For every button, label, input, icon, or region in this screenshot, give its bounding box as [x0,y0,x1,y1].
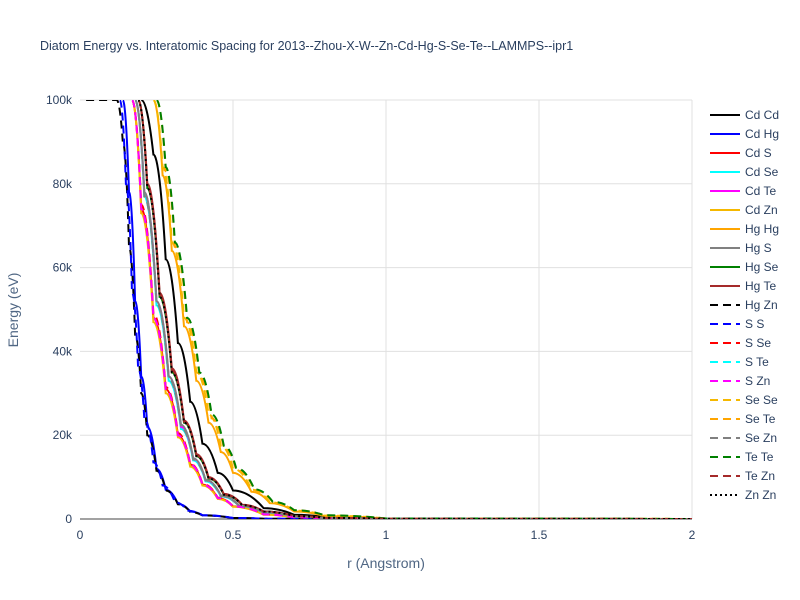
y-axis-title: Energy (eV) [5,273,21,348]
series-line-s-se[interactable] [131,100,692,519]
y-axis: 0 20k 40k 60k 80k 100k [46,93,73,526]
series-line-s-te[interactable] [134,100,692,519]
series-line-s-s[interactable] [118,100,692,519]
legend-item-cd-se[interactable]: Cd Se [710,165,779,179]
legend-item-hg-s[interactable]: Hg S [710,241,772,255]
legend-label: Hg S [745,241,772,255]
legend-label: Cd Te [745,184,776,198]
legend-item-cd-hg[interactable]: Cd Hg [710,127,779,141]
legend-label: S Zn [745,374,770,388]
legend-item-hg-te[interactable]: Hg Te [710,279,776,293]
series-line-cd-te[interactable] [134,100,692,519]
series-line-cd-cd[interactable] [140,100,692,519]
legend-label: Hg Se [745,260,779,274]
legend-label: Se Zn [745,431,777,445]
series-line-te-te[interactable] [155,100,693,519]
legend-item-s-zn[interactable]: S Zn [710,374,770,388]
series-line-se-te[interactable] [155,100,693,519]
series-line-hg-te[interactable] [137,100,692,519]
legend-item-se-se[interactable]: Se Se [710,393,778,407]
legend-label: Se Te [745,412,776,426]
series-line-se-zn[interactable] [134,100,692,519]
legend-label: Hg Hg [745,222,779,236]
chart-title: Diatom Energy vs. Interatomic Spacing fo… [40,39,573,53]
legend-item-cd-zn[interactable]: Cd Zn [710,203,778,217]
y-tick-label: 40k [53,344,73,358]
series-line-hg-hg[interactable] [152,100,692,519]
legend-item-hg-se[interactable]: Hg Se [710,260,779,274]
legend-label: S Te [745,355,769,369]
legend-item-te-te[interactable]: Te Te [710,450,774,464]
x-tick-label: 1.5 [531,528,548,542]
legend[interactable]: Cd Cd Cd Hg Cd S Cd Se Cd Te Cd Zn Hg Hg Hg S Hg… [710,108,779,502]
x-tick-label: 1 [383,528,390,542]
legend-item-cd-cd[interactable]: Cd Cd [710,108,779,122]
legend-label: Hg Zn [745,298,778,312]
legend-label: Cd Se [745,165,779,179]
legend-item-zn-zn[interactable]: Zn Zn [710,488,776,502]
series-line-zn-zn[interactable] [137,100,692,519]
legend-label: Hg Te [745,279,776,293]
legend-label: Zn Zn [745,488,776,502]
x-tick-label: 0.5 [225,528,242,542]
legend-label: Te Zn [745,469,775,483]
legend-label: Te Te [745,450,774,464]
series-line-te-zn[interactable] [137,100,692,519]
legend-label: Cd Zn [745,203,778,217]
y-tick-label: 80k [53,177,73,191]
series-line-cd-s[interactable] [131,100,692,519]
legend-label: Cd Cd [745,108,779,122]
series-line-cd-se[interactable] [134,100,692,519]
legend-item-hg-zn[interactable]: Hg Zn [710,298,778,312]
legend-item-s-se[interactable]: S Se [710,336,771,350]
legend-item-te-zn[interactable]: Te Zn [710,469,775,483]
legend-label: Se Se [745,393,778,407]
series-line-s-zn[interactable] [131,100,692,519]
plot-area[interactable] [86,100,692,519]
legend-item-cd-s[interactable]: Cd S [710,146,772,160]
y-tick-label: 60k [53,261,73,275]
legend-label: Cd Hg [745,127,779,141]
x-tick-label: 2 [689,528,696,542]
y-tick-label: 0 [65,512,72,526]
grid-lines [80,99,693,520]
series-line-cd-hg[interactable] [121,100,692,519]
legend-item-s-te[interactable]: S Te [710,355,769,369]
legend-item-s-s[interactable]: S S [710,317,764,331]
x-axis: 0 0.5 1 1.5 2 [77,528,696,542]
legend-label: S S [745,317,764,331]
legend-item-se-te[interactable]: Se Te [710,412,776,426]
legend-item-hg-hg[interactable]: Hg Hg [710,222,779,236]
series-line-cd-zn[interactable] [131,100,692,519]
series-line-hg-se[interactable] [137,100,692,519]
series-line-hg-zn[interactable] [86,100,692,519]
legend-item-cd-te[interactable]: Cd Te [710,184,776,198]
y-tick-label: 20k [53,428,73,442]
legend-label: Cd S [745,146,772,160]
legend-label: S Se [745,336,771,350]
y-tick-label: 100k [46,93,73,107]
x-axis-title: r (Angstrom) [347,555,425,571]
legend-item-se-zn[interactable]: Se Zn [710,431,777,445]
series-line-hg-s[interactable] [134,100,692,519]
x-tick-label: 0 [77,528,84,542]
series-line-se-se[interactable] [152,100,692,519]
